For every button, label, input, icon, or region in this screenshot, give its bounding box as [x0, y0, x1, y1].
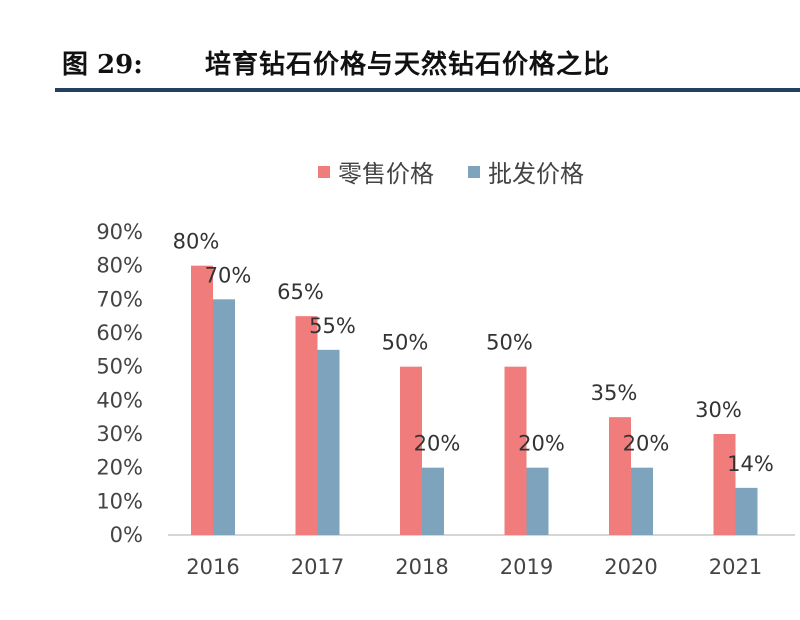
legend-swatch: [318, 166, 330, 178]
y-tick-label: 70%: [96, 287, 143, 311]
figure-number: 图 29:: [62, 50, 143, 80]
header-divider: [55, 88, 800, 92]
y-tick-label: 90%: [96, 220, 143, 244]
y-tick-label: 20%: [96, 456, 143, 480]
x-tick-label: 2018: [395, 555, 448, 579]
bar-retail: [191, 265, 213, 535]
legend-label: 零售价格: [338, 160, 434, 188]
bar-retail: [400, 366, 422, 535]
data-label: 50%: [382, 331, 429, 355]
x-tick-label: 2017: [291, 555, 344, 579]
data-label: 70%: [205, 263, 252, 287]
data-label: 55%: [309, 314, 356, 338]
bar-wholesale: [526, 467, 549, 535]
legend-label: 批发价格: [488, 160, 584, 188]
x-tick-label: 2019: [500, 555, 553, 579]
y-tick-label: 30%: [96, 422, 143, 446]
x-tick-label: 2020: [604, 555, 657, 579]
figure-title: 培育钻石价格与天然钻石价格之比: [205, 50, 611, 80]
bar-retail: [295, 316, 318, 535]
bar-retail: [713, 434, 736, 535]
figure-header: 图 29: 培育钻石价格与天然钻石价格之比: [0, 0, 800, 100]
y-tick-label: 10%: [96, 489, 143, 513]
legend-swatch: [468, 166, 480, 178]
data-label: 20%: [623, 432, 670, 456]
bar-wholesale: [422, 467, 444, 535]
y-tick-label: 40%: [96, 388, 143, 412]
data-label: 20%: [414, 432, 461, 456]
y-tick-label: 80%: [96, 254, 143, 278]
y-tick-label: 0%: [110, 523, 143, 547]
bar-retail: [609, 417, 631, 535]
x-tick-label: 2016: [186, 555, 239, 579]
data-label: 50%: [486, 331, 533, 355]
data-label: 30%: [695, 398, 742, 422]
bar-wholesale: [213, 299, 235, 535]
y-tick-label: 50%: [96, 355, 143, 379]
y-tick-label: 60%: [96, 321, 143, 345]
data-label: 80%: [173, 230, 220, 254]
data-label: 35%: [591, 381, 638, 405]
data-label: 65%: [277, 280, 324, 304]
data-label: 14%: [727, 452, 774, 476]
bar-retail: [504, 366, 527, 535]
bar-wholesale: [317, 349, 340, 535]
bar-wholesale: [735, 487, 758, 535]
x-tick-label: 2021: [709, 555, 762, 579]
bar-wholesale: [631, 467, 653, 535]
data-label: 20%: [518, 432, 565, 456]
